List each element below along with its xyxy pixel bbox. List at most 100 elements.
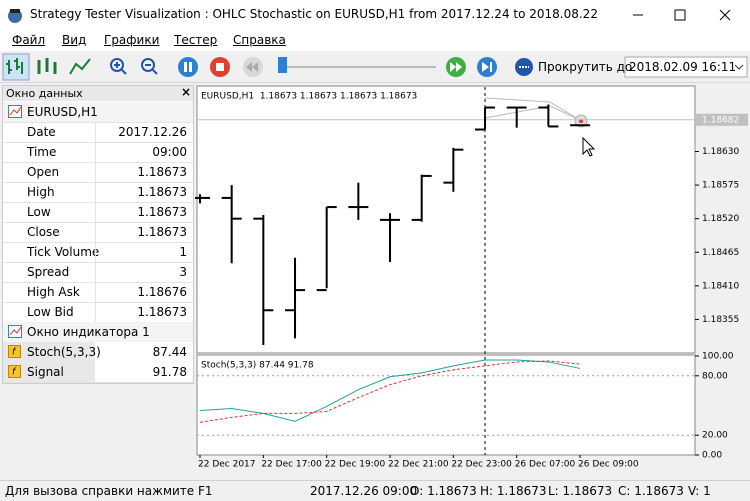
- row-value: 3: [179, 265, 187, 279]
- row-label: Close: [27, 225, 60, 239]
- row-separator: [95, 222, 96, 242]
- x-tick-label: 26 Dec 07:00: [515, 460, 576, 470]
- stoch-y-tick-label: 20.00: [702, 431, 728, 441]
- stoch-y-tick-label: 80.00: [702, 371, 728, 381]
- row-label: High Ask: [27, 285, 80, 299]
- function-icon: f: [8, 365, 21, 378]
- x-tick-label: 22 Dec 2017: [198, 460, 256, 470]
- chart-icon: [8, 325, 22, 338]
- indicator-row: f Signal 91.78: [3, 362, 193, 383]
- row-label: Tick Volume: [27, 245, 100, 259]
- row-separator: [95, 142, 96, 162]
- data-row: Close 1.18673: [3, 222, 193, 243]
- x-tick-label: 22 Dec 17:00: [261, 460, 322, 470]
- window-title: Strategy Tester Visualization : OHLC Sto…: [30, 7, 598, 21]
- row-label: Spread: [27, 265, 70, 279]
- row-value: 87.44: [152, 345, 187, 359]
- window-controls[interactable]: [620, 0, 750, 30]
- x-tick-label: 22 Dec 19:00: [325, 460, 386, 470]
- row-label: Stoch(5,3,3): [27, 345, 101, 359]
- status-bar: Для вызова справки нажмите F1 2017.12.26 …: [0, 480, 750, 501]
- menu-item[interactable]: Справка: [233, 33, 286, 47]
- toolbar-icons[interactable]: [0, 52, 750, 82]
- row-value: 09:00: [152, 145, 187, 159]
- indicator-title: Окно индикатора 1: [27, 325, 150, 339]
- row-separator: [95, 122, 96, 142]
- chart: EURUSD,H1 1.18673 1.18673 1.18673 1.1867…: [195, 85, 748, 470]
- indicator-row: f Stoch(5,3,3) 87.44: [3, 342, 193, 363]
- status-help: Для вызова справки нажмите F1: [5, 484, 213, 498]
- row-separator: [95, 302, 96, 322]
- indicator-header: Окно индикатора 1: [3, 322, 193, 343]
- row-separator: [95, 162, 96, 182]
- data-row: High Ask 1.18676: [3, 282, 193, 303]
- status-low: L: 1.18673: [548, 484, 613, 498]
- status-open: O: 1.18673: [410, 484, 477, 498]
- y-tick-label: 1.18410: [702, 281, 739, 291]
- y-tick-label: 1.18520: [702, 214, 739, 224]
- menu-item[interactable]: Тестер: [174, 33, 218, 47]
- scroll-date-field[interactable]: 2018.02.09 16:11: [629, 60, 737, 74]
- row-value: 1.18673: [137, 225, 187, 239]
- status-high: H: 1.18673: [480, 484, 547, 498]
- x-tick-label: 26 Dec 09:00: [578, 460, 639, 470]
- x-tick-label: 22 Dec 23:00: [451, 460, 512, 470]
- current-price-box: [696, 113, 748, 126]
- mouse-cursor: [582, 136, 596, 157]
- menu-item[interactable]: Вид: [62, 33, 87, 47]
- row-value: 2017.12.26: [118, 125, 187, 139]
- data-row: Open 1.18673: [3, 162, 193, 183]
- menu-bar: Файл Вид Графики Тестер Справка: [0, 30, 750, 51]
- row-value: 1.18673: [137, 165, 187, 179]
- function-icon: f: [8, 345, 21, 358]
- y-tick-label: 1.18355: [702, 315, 739, 325]
- row-value: 1.18673: [137, 205, 187, 219]
- svg-text:f: f: [12, 348, 17, 358]
- row-separator: [95, 202, 96, 222]
- data-row: High 1.18673: [3, 182, 193, 203]
- x-tick-label: 22 Dec 21:00: [388, 460, 449, 470]
- toolbar: Прокрутить до 2018.02.09 16:11: [0, 52, 750, 83]
- row-label: Low: [27, 205, 51, 219]
- y-tick-label: 1.18630: [702, 147, 739, 157]
- chart-header: EURUSD,H1 1.18673 1.18673 1.18673 1.1867…: [201, 92, 417, 102]
- row-value: 1.18676: [137, 285, 187, 299]
- current-price-label: 1.18682: [702, 115, 739, 125]
- status-time: 2017.12.26 09:00: [310, 484, 418, 498]
- row-label: Low Bid: [27, 305, 74, 319]
- symbol-label: EURUSD,H1: [27, 105, 98, 119]
- symbol-row: EURUSD,H1: [3, 102, 193, 123]
- menu-item[interactable]: Файл: [12, 33, 46, 47]
- row-value: 1: [179, 245, 187, 259]
- row-separator: [95, 242, 96, 262]
- chart-icon: [8, 105, 22, 118]
- title-bar: Strategy Tester Visualization : OHLC Sto…: [0, 0, 750, 30]
- row-value: 91.78: [152, 365, 187, 379]
- data-row: Date 2017.12.26: [3, 122, 193, 143]
- row-separator: [95, 262, 96, 282]
- app-icon: [8, 9, 22, 23]
- data-window-title: Окно данных: [6, 87, 83, 100]
- stoch-y-tick-label: 0.00: [702, 451, 722, 461]
- stoch-header: Stoch(5,3,3) 87.44 91.78: [201, 361, 314, 371]
- scroll-button[interactable]: Прокрутить до: [538, 60, 633, 74]
- menu-item[interactable]: Графики: [104, 33, 160, 47]
- data-row: Time 09:00: [3, 142, 193, 163]
- row-label: Date: [27, 125, 56, 139]
- row-value: 1.18673: [137, 185, 187, 199]
- row-label: Signal: [27, 365, 64, 379]
- y-tick-label: 1.18575: [702, 181, 739, 191]
- row-label: High: [27, 185, 55, 199]
- data-window: Окно данных × EURUSD,H1 Date 2017.12.26 Ti…: [2, 85, 194, 384]
- row-separator: [95, 282, 96, 302]
- stoch-y-tick-label: 100.00: [702, 352, 734, 362]
- close-button[interactable]: ×: [181, 85, 192, 99]
- data-row: Spread 3: [3, 262, 193, 283]
- price-pane: [196, 85, 696, 354]
- stoch-pane: [196, 354, 696, 456]
- row-value: 1.18673: [137, 305, 187, 319]
- data-row: Low Bid 1.18673: [3, 302, 193, 323]
- row-separator: [95, 182, 96, 202]
- data-row: Low 1.18673: [3, 202, 193, 223]
